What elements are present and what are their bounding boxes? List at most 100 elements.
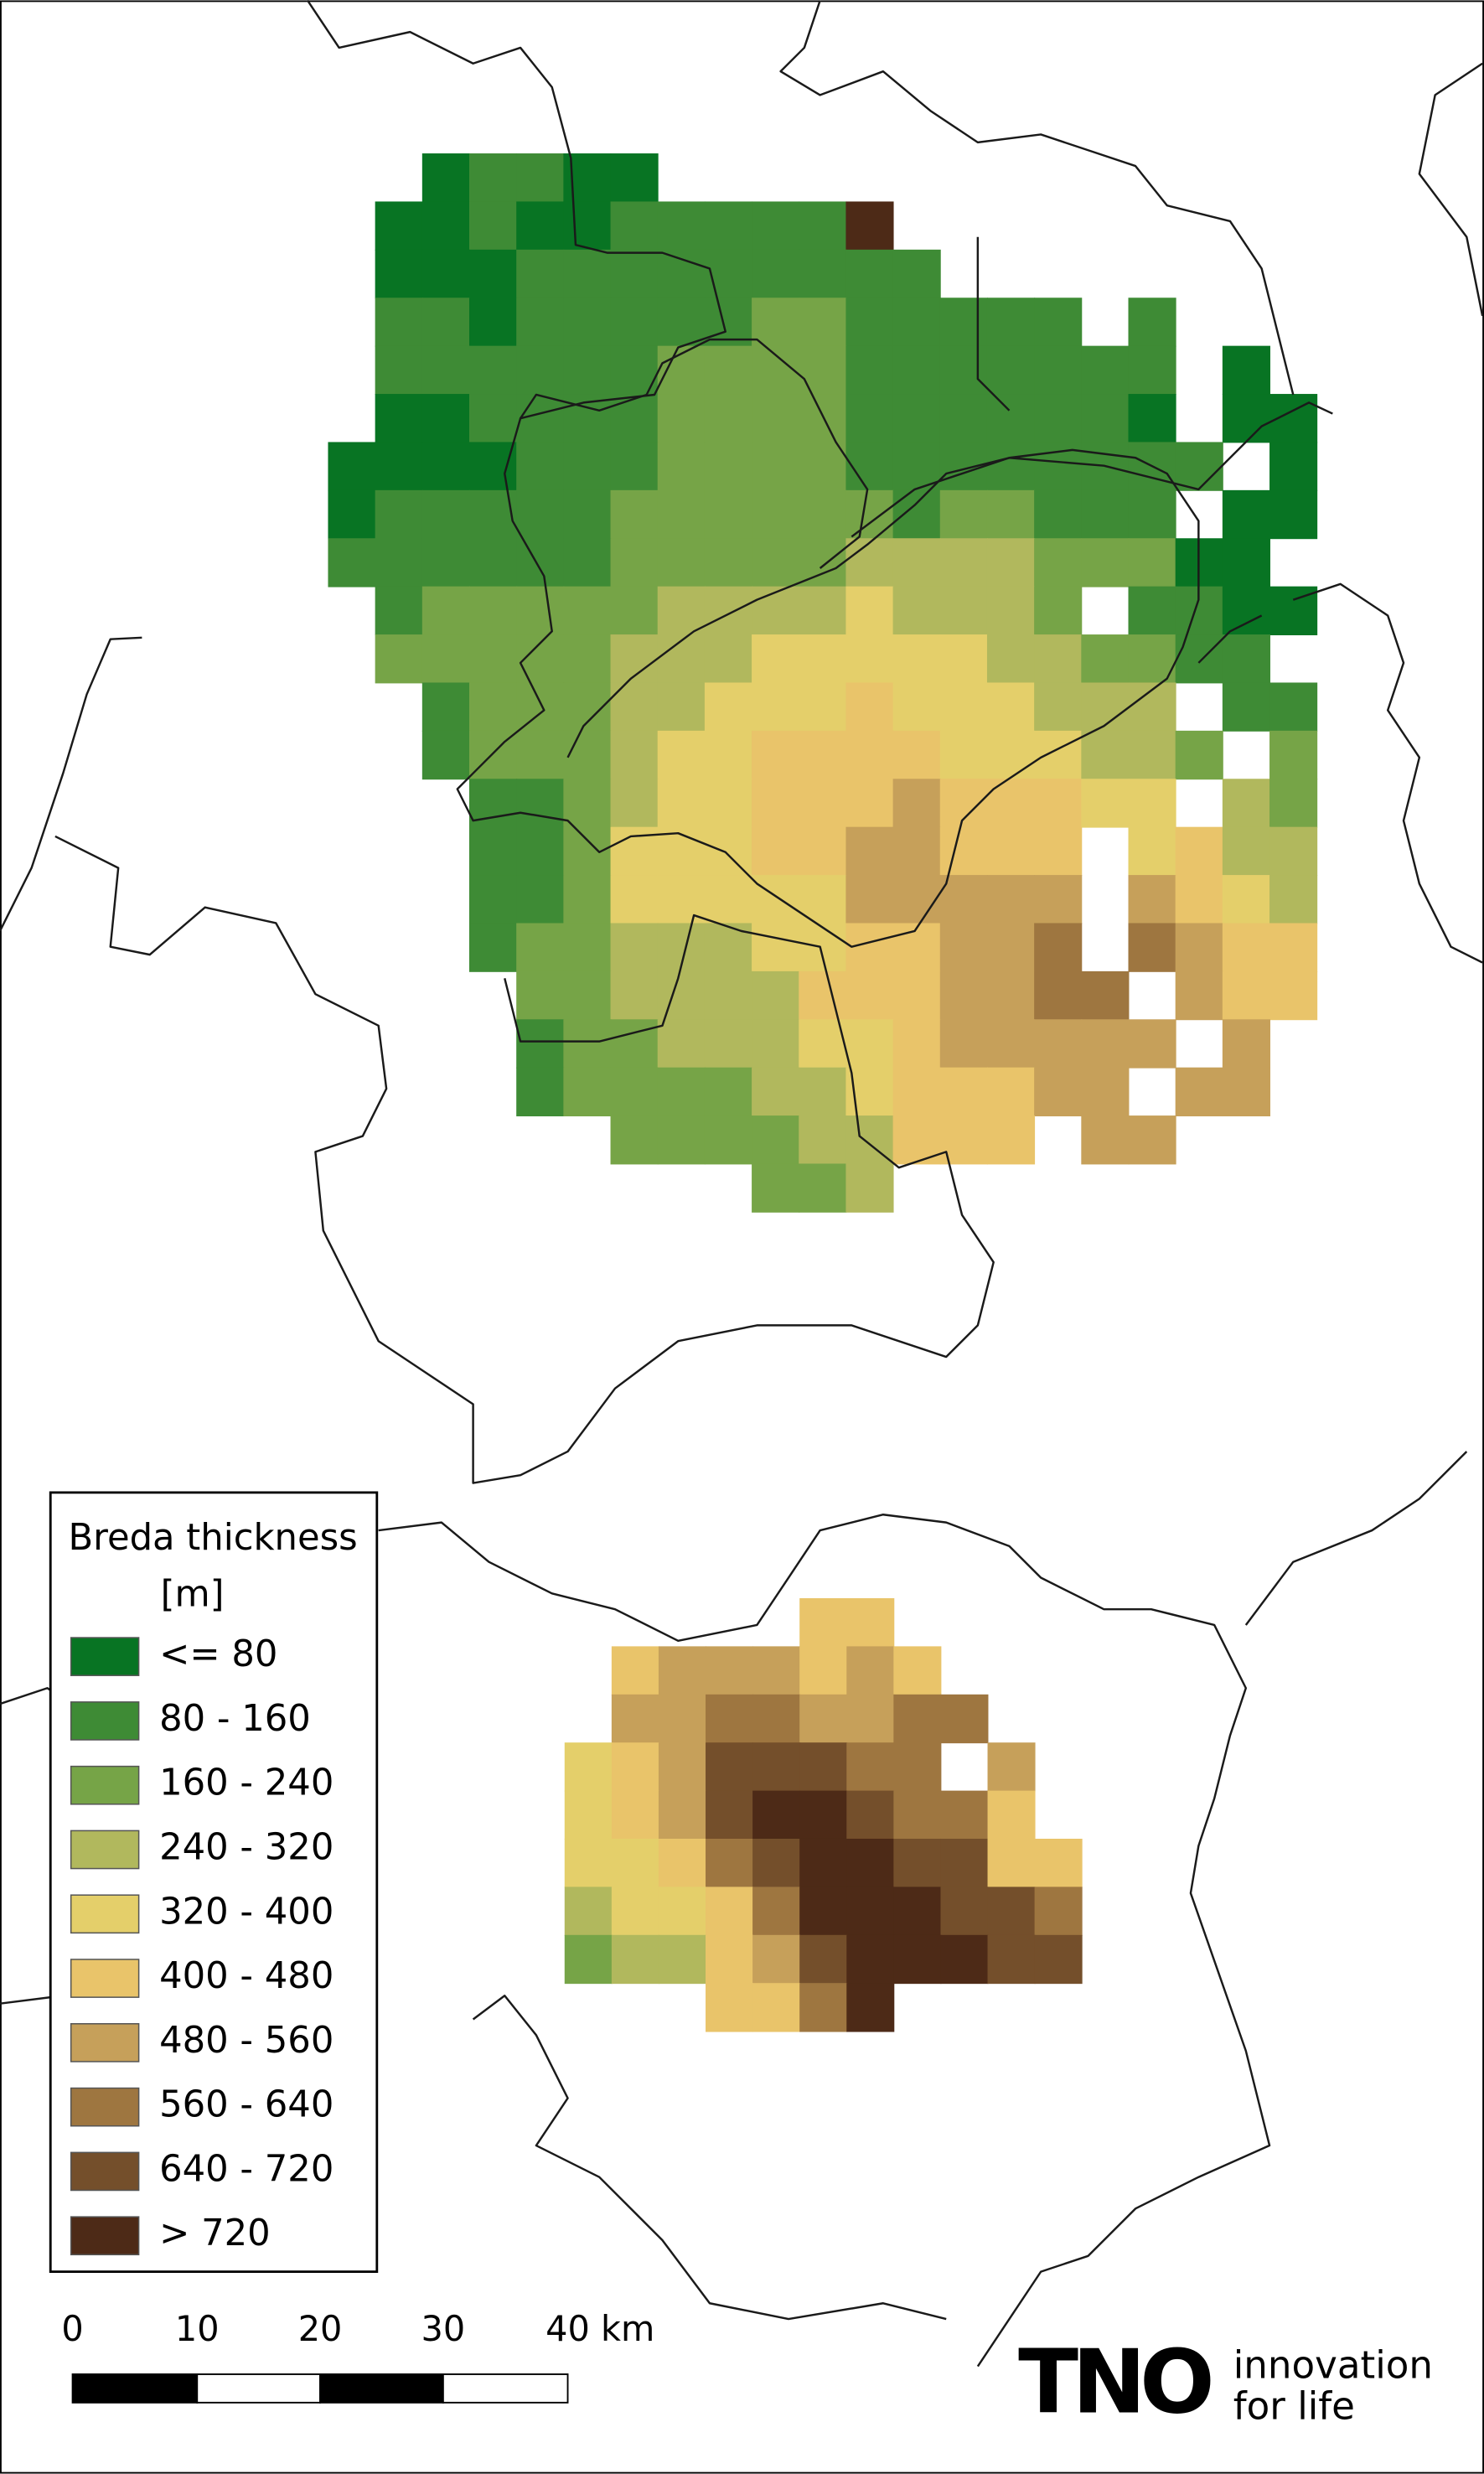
logo-mark: TNO: [1018, 2331, 1211, 2434]
raster-cell: [752, 970, 800, 1021]
raster-cell: [1222, 970, 1270, 1021]
raster-cell: [846, 1790, 895, 1840]
raster-cell: [704, 875, 753, 924]
raster-cell: [704, 586, 753, 636]
raster-cell: [799, 826, 847, 877]
raster-cell: [657, 201, 706, 251]
legend-swatch: [70, 1830, 140, 1870]
raster-cell: [892, 970, 941, 1021]
raster-cell: [1269, 682, 1318, 732]
raster-cell: [516, 345, 565, 395]
raster-cell: [845, 730, 894, 780]
raster-cell: [799, 779, 847, 828]
raster-cell: [939, 345, 988, 395]
raster-cell: [658, 1887, 706, 1936]
raster-cell: [893, 1790, 942, 1840]
raster-cell: [610, 779, 659, 828]
raster-cell: [469, 923, 518, 972]
raster-cell: [1175, 923, 1223, 972]
raster-cell: [1269, 779, 1318, 828]
raster-cell: [1128, 1019, 1176, 1069]
raster-cell: [421, 249, 470, 299]
raster-cell: [1222, 586, 1270, 636]
raster-cell: [563, 298, 612, 347]
legend-label: 560 - 640: [159, 2084, 334, 2126]
raster-cell: [563, 201, 612, 251]
raster-cell: [564, 1887, 613, 1936]
scale-label: 40 km: [546, 2309, 654, 2349]
raster-cell: [892, 538, 941, 587]
raster-cell: [845, 826, 894, 877]
raster-cell: [657, 1115, 706, 1165]
raster-cell: [563, 345, 612, 395]
raster-cell: [892, 586, 941, 636]
raster-cell: [1034, 1019, 1083, 1069]
raster-cell: [845, 442, 894, 491]
raster-cell: [1128, 489, 1176, 540]
raster-cell: [421, 201, 470, 251]
raster-cell: [845, 875, 894, 924]
raster-cell: [752, 1694, 801, 1744]
raster-cell: [516, 875, 565, 924]
raster-cell: [1034, 730, 1083, 780]
raster-cell: [939, 923, 988, 972]
raster-cell: [1222, 1019, 1270, 1069]
raster-cell: [516, 779, 565, 828]
raster-cell: [752, 489, 800, 540]
raster-cell: [752, 249, 800, 299]
raster-cell: [846, 1694, 895, 1744]
raster-cell: [610, 442, 659, 491]
scale-label: 20: [298, 2309, 343, 2349]
raster-cell: [846, 1597, 895, 1648]
raster-cell: [1175, 970, 1223, 1021]
raster-cell: [1128, 298, 1176, 347]
raster-cell: [1269, 489, 1318, 540]
raster-cell: [1222, 489, 1270, 540]
raster-cell: [375, 249, 423, 299]
raster-cell: [893, 1742, 942, 1792]
raster-cell: [1222, 826, 1270, 877]
raster-cell: [799, 1067, 847, 1117]
raster-cell: [1128, 779, 1176, 828]
raster-cell: [1081, 489, 1130, 540]
raster-cell: [1128, 538, 1176, 587]
raster-cell: [1034, 970, 1083, 1021]
raster-cell: [940, 1934, 989, 1985]
raster-cell: [1081, 1067, 1130, 1117]
raster-cell: [986, 442, 1036, 491]
raster-cell: [421, 345, 470, 395]
legend-swatch: [70, 1637, 140, 1676]
raster-cell: [610, 394, 659, 443]
raster-cell: [845, 298, 894, 347]
raster-cell: [1175, 730, 1223, 780]
scale-label: 30: [421, 2309, 466, 2349]
raster-cell: [657, 249, 706, 299]
raster-cell: [939, 1067, 988, 1117]
raster-cell: [469, 153, 518, 203]
raster-cell: [610, 201, 659, 251]
legend-swatch: [70, 2087, 140, 2127]
raster-cell: [611, 1646, 659, 1695]
raster-cell: [516, 1067, 565, 1117]
raster-cell: [516, 442, 565, 491]
scale-segment: [196, 2373, 321, 2404]
raster-cell: [564, 1838, 613, 1888]
raster-cell: [657, 1019, 706, 1069]
raster-cell: [799, 442, 847, 491]
legend-label: <= 80: [159, 1633, 277, 1675]
raster-cell: [469, 201, 518, 251]
raster-cell: [799, 1019, 847, 1069]
raster-cell: [752, 1838, 801, 1888]
raster-cell: [799, 1887, 848, 1936]
legend-box: [49, 1491, 379, 2274]
raster-cell: [704, 442, 753, 491]
raster-cell: [706, 1646, 754, 1695]
raster-cell: [704, 634, 753, 684]
raster-cell: [1222, 345, 1270, 395]
raster-cell: [892, 345, 941, 395]
raster-cell: [939, 442, 988, 491]
raster-cell: [1034, 345, 1083, 395]
raster-cell: [986, 1115, 1036, 1165]
